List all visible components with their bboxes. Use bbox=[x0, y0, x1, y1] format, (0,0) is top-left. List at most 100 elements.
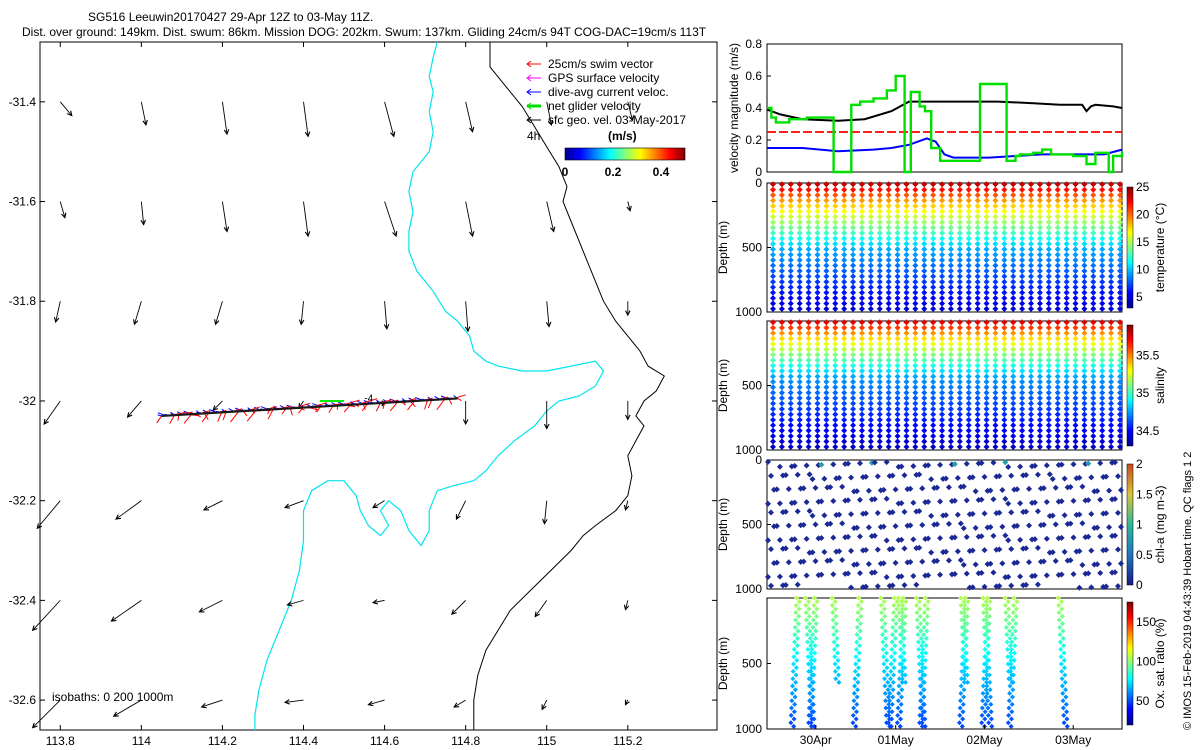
chla-colorbar-tick-label: 1 bbox=[1136, 518, 1143, 532]
salinity-point bbox=[876, 422, 883, 429]
temperature-point bbox=[778, 240, 785, 247]
salinity-point bbox=[841, 416, 848, 423]
chla-point bbox=[809, 512, 816, 519]
salinity-point bbox=[885, 351, 892, 358]
salinity-point bbox=[974, 384, 981, 391]
chla-point bbox=[1070, 571, 1077, 578]
salinity-point bbox=[850, 422, 857, 429]
temperature-point bbox=[956, 295, 963, 302]
temperature-point bbox=[1028, 295, 1035, 302]
temperature-point bbox=[965, 262, 972, 269]
chla-point bbox=[845, 460, 852, 467]
salinity-point bbox=[903, 384, 910, 391]
glider-track: -4 bbox=[156, 393, 466, 424]
sfc-vector bbox=[623, 600, 630, 611]
oxygen-point bbox=[851, 690, 857, 696]
salinity-point bbox=[1099, 319, 1106, 326]
temperature-point bbox=[1045, 273, 1052, 280]
salinity-point bbox=[832, 411, 839, 418]
temperature-point bbox=[867, 257, 874, 264]
temperature-point bbox=[796, 186, 803, 193]
oxygen-point bbox=[985, 712, 991, 718]
salinity-point bbox=[965, 416, 972, 423]
salinity-point bbox=[876, 389, 883, 396]
salinity-point bbox=[832, 319, 839, 326]
salinity-point bbox=[841, 400, 848, 407]
salinity-point bbox=[1090, 443, 1097, 450]
salinity-point bbox=[947, 400, 954, 407]
chla-point bbox=[978, 459, 985, 466]
salinity-point bbox=[983, 340, 990, 347]
salinity-point bbox=[858, 416, 865, 423]
oxygen-point bbox=[985, 650, 991, 656]
salinity-point bbox=[1054, 335, 1061, 342]
temperature-point bbox=[1099, 230, 1106, 237]
salinity-point bbox=[805, 330, 812, 337]
temperature-point bbox=[1063, 240, 1070, 247]
temperature-point bbox=[1099, 295, 1106, 302]
temperature-point bbox=[796, 235, 803, 242]
temperature-point bbox=[903, 278, 910, 285]
velocity-y-tick-label: 0 bbox=[755, 165, 762, 179]
oxygen-point bbox=[812, 643, 818, 649]
salinity-point bbox=[1081, 433, 1088, 440]
temperature-point bbox=[983, 181, 990, 188]
temperature-point bbox=[921, 186, 928, 193]
oxygen-point bbox=[794, 595, 800, 601]
chla-point bbox=[800, 485, 807, 492]
salinity-point bbox=[1010, 443, 1017, 450]
oxygen-point bbox=[835, 657, 841, 663]
chla-y-label: Depth (m) bbox=[716, 498, 730, 551]
oxygen-point bbox=[917, 606, 923, 612]
sfc-vector-shaft bbox=[627, 201, 631, 211]
sfc-vector-shaft bbox=[451, 600, 466, 615]
salinity-point bbox=[858, 368, 865, 375]
temperature-point bbox=[885, 273, 892, 280]
temperature-point bbox=[1072, 181, 1079, 188]
salinity-point bbox=[983, 433, 990, 440]
salinity-point bbox=[885, 340, 892, 347]
temperature-point bbox=[1099, 289, 1106, 296]
chla-point bbox=[1034, 471, 1041, 478]
temperature-point bbox=[974, 289, 981, 296]
temperature-point bbox=[1028, 186, 1035, 193]
chla-point bbox=[845, 497, 852, 504]
oxygen-point bbox=[1007, 690, 1013, 696]
oxygen-point bbox=[855, 610, 861, 616]
temperature-point bbox=[1072, 284, 1079, 291]
salinity-point bbox=[1019, 438, 1026, 445]
chla-point bbox=[892, 559, 899, 566]
temperature-point bbox=[1090, 224, 1097, 231]
salinity-point bbox=[1072, 389, 1079, 396]
temperature-point bbox=[841, 208, 848, 215]
chla-point bbox=[1094, 524, 1101, 531]
temperature-point bbox=[832, 197, 839, 204]
temperature-point bbox=[974, 235, 981, 242]
oxygen-point bbox=[923, 643, 929, 649]
oxygen-point bbox=[885, 694, 891, 700]
salinity-point bbox=[796, 443, 803, 450]
salinity-point bbox=[1099, 411, 1106, 418]
chla-point bbox=[803, 499, 810, 506]
salinity-point bbox=[885, 422, 892, 429]
temperature-point bbox=[1072, 278, 1079, 285]
temperature-point bbox=[805, 192, 812, 199]
oxygen-point bbox=[900, 672, 906, 678]
sfc-vector bbox=[626, 201, 632, 212]
temperature-point bbox=[858, 246, 865, 253]
temperature-point bbox=[947, 197, 954, 204]
salinity-point bbox=[823, 427, 830, 434]
salinity-point bbox=[778, 373, 785, 380]
salinity-point bbox=[912, 427, 919, 434]
temperature-point bbox=[983, 246, 990, 253]
temperature-point bbox=[1036, 284, 1043, 291]
salinity-point bbox=[921, 411, 928, 418]
salinity-point bbox=[867, 330, 874, 337]
salinity-point bbox=[894, 335, 901, 342]
salinity-point bbox=[956, 357, 963, 364]
salinity-point bbox=[974, 400, 981, 407]
sfc-vector-shaft bbox=[32, 600, 61, 631]
salinity-point bbox=[1081, 411, 1088, 418]
temperature-point bbox=[1117, 224, 1123, 231]
temperature-point bbox=[912, 262, 919, 269]
